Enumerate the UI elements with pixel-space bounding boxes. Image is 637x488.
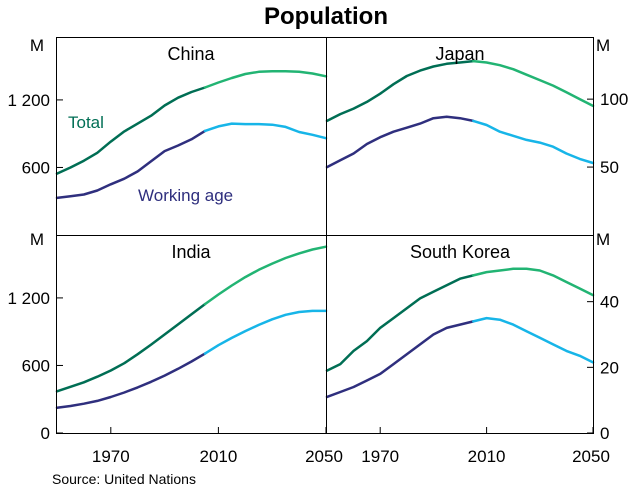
y-tick-label-right-south-korea-0: 0 bbox=[600, 424, 609, 443]
south-korea-total-historical-line bbox=[325, 274, 475, 372]
panel-title-south-korea: South Korea bbox=[410, 242, 511, 262]
japan-total-projected-line bbox=[472, 59, 595, 108]
x-tick-label-india-1970: 1970 bbox=[92, 447, 130, 466]
panel-title-china: China bbox=[167, 44, 215, 64]
india-total-projected-line bbox=[203, 245, 328, 306]
india-working-age-historical-line bbox=[55, 352, 207, 409]
south-korea-total-projected-line bbox=[472, 267, 595, 297]
south-korea-working-age-historical-line bbox=[325, 320, 475, 399]
left-unit-label-top: M bbox=[30, 36, 44, 55]
india-working-age-projected-line bbox=[203, 309, 328, 355]
annotation-working-age: Working age bbox=[138, 186, 233, 205]
x-tick-label-south-korea-2050: 2050 bbox=[572, 447, 610, 466]
china-total-projected-line bbox=[203, 69, 328, 89]
y-tick-label-left-india-600: 600 bbox=[22, 356, 50, 375]
south-korea-working-age-projected-line bbox=[472, 316, 595, 364]
y-tick-label-left-india-1200: 1 200 bbox=[7, 289, 50, 308]
china-working-age-projected-line bbox=[203, 122, 328, 140]
x-tick-label-south-korea-2010: 2010 bbox=[468, 447, 506, 466]
x-tick-label-south-korea-1970: 1970 bbox=[361, 447, 399, 466]
japan-working-age-historical-line bbox=[325, 115, 475, 169]
panel-title-japan: Japan bbox=[435, 44, 484, 64]
chart-title: Population bbox=[264, 3, 388, 30]
left-unit-label-bottom: M bbox=[30, 230, 44, 249]
right-unit-label-bottom: M bbox=[596, 230, 610, 249]
japan-total-historical-line bbox=[325, 59, 475, 123]
source-note: Source: United Nations bbox=[52, 471, 196, 487]
china-total-historical-line bbox=[55, 86, 207, 175]
x-tick-label-india-2050: 2050 bbox=[305, 447, 343, 466]
y-tick-label-left-china-600: 600 bbox=[22, 158, 50, 177]
annotation-total: Total bbox=[68, 113, 104, 132]
japan-working-age-projected-line bbox=[472, 119, 595, 165]
y-tick-label-right-japan-100: 100 bbox=[600, 90, 628, 109]
y-tick-label-left-india-0: 0 bbox=[41, 424, 50, 443]
y-tick-label-right-japan-50: 50 bbox=[600, 158, 619, 177]
china-working-age-historical-line bbox=[55, 129, 207, 200]
panel-title-india: India bbox=[171, 242, 211, 262]
y-tick-label-right-south-korea-40: 40 bbox=[600, 293, 619, 312]
right-unit-label-top: M bbox=[596, 36, 610, 55]
y-tick-label-right-south-korea-20: 20 bbox=[600, 358, 619, 377]
y-tick-label-left-china-1200: 1 200 bbox=[7, 91, 50, 110]
x-tick-label-india-2010: 2010 bbox=[199, 447, 237, 466]
india-total-historical-line bbox=[55, 302, 207, 393]
